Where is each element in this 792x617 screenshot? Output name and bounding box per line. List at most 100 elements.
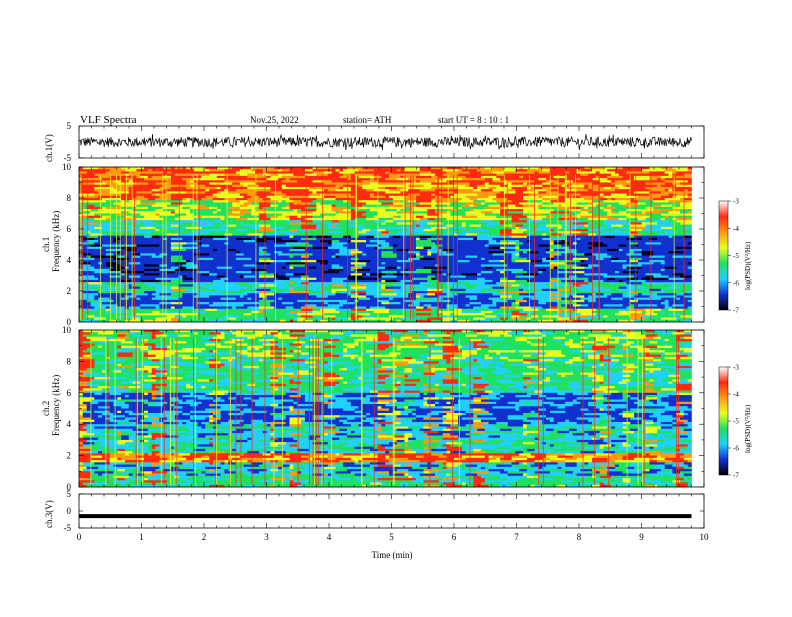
ch1-spectrogram-cell — [370, 249, 378, 252]
ch1-spectrogram-cell — [420, 180, 436, 183]
ch1-spectrogram-cell — [362, 304, 366, 307]
ch1-spectrogram-cell — [282, 271, 298, 274]
ch1-spectrogram-cell — [416, 225, 420, 228]
ch1-spectrogram-cell — [186, 315, 198, 318]
ch1-spectrogram-cell — [515, 191, 523, 194]
ch1-spectrogram-cell — [577, 242, 589, 245]
ch1-spectrogram-cell — [688, 240, 692, 243]
ch1-spectrogram-cell — [439, 304, 447, 307]
ch1-spectrogram-cell — [665, 218, 673, 221]
ch1-spectrogram-cell — [577, 214, 593, 217]
ch1-spectrogram-cell — [175, 174, 183, 177]
ch1-spectrogram-cell — [190, 287, 206, 290]
ch1-spectrogram-cell — [466, 289, 474, 292]
ch1-spectrogram-cell — [485, 180, 493, 183]
ch1-spectrogram-cell — [427, 191, 431, 194]
ch1-spectrogram-cell — [688, 280, 692, 283]
ch1-spectrogram-cell — [102, 245, 114, 248]
station-label: station= ATH — [343, 115, 392, 125]
ch1-spectrogram-cell — [469, 231, 485, 234]
ch1-spectrogram-cell — [424, 185, 440, 188]
ch1-spectrogram-cell — [416, 271, 432, 274]
ch1-spectrogram-cell — [646, 187, 658, 190]
ch1-spectrogram-cell — [102, 180, 114, 183]
ch1-spectrogram-cell — [324, 251, 340, 254]
ch1-spectrogram-cell — [473, 271, 481, 274]
ch1-spectrogram-cell — [519, 295, 527, 298]
ch1-spectrogram-cell — [194, 295, 206, 298]
ch1-spectrogram-cell — [619, 211, 627, 214]
ch1-spectrogram-cell — [669, 233, 685, 236]
ch1-spectrogram-cell — [87, 222, 99, 225]
ch1-spectrogram-cell — [136, 218, 152, 221]
ch1-spectrogram-cell — [94, 238, 98, 241]
ch1-spectrogram-cell — [450, 251, 466, 254]
ch1-spectrogram-cell — [366, 295, 374, 298]
ch1-spectrogram-cell — [584, 300, 588, 303]
ch1-spectrogram-cell — [152, 267, 164, 270]
ch2-spectrogram-cell — [255, 332, 267, 335]
ch1-spectrogram-cell — [129, 258, 145, 261]
ch1-spectrogram-cell — [251, 304, 259, 307]
ch1-spectrogram-cell — [508, 218, 512, 221]
ch1-spectrogram-cell — [362, 300, 374, 303]
ch1-spectrogram-cell — [328, 229, 340, 232]
ch1-spectrogram-cell — [550, 251, 562, 254]
ch1-spectrogram-cell — [619, 300, 631, 303]
ch1-spectrogram-cell — [205, 291, 221, 294]
ch1-spectrogram-cell — [615, 236, 631, 239]
ch1-spectrogram-cell — [427, 251, 431, 254]
ch1-spectrogram-cell — [309, 194, 321, 197]
ch1-spectrogram-cell — [209, 302, 213, 305]
ch1-spectrogram-cell — [98, 171, 106, 174]
ch2-spectrogram-cell — [313, 332, 329, 335]
ch1-spectrogram-cell — [580, 311, 592, 314]
ch1-spectrogram-cell — [232, 171, 236, 174]
ch1-spectrogram-cell — [397, 280, 401, 283]
ch1-spectrogram-cell — [156, 222, 164, 225]
ch1-spectrogram-cell — [125, 307, 129, 310]
ch1-spectrogram-cell — [389, 311, 405, 314]
ch1-spectrogram-cell — [94, 298, 98, 301]
ch1-spectrogram-cell — [297, 211, 313, 214]
ch1-spectrogram-cell — [638, 278, 642, 281]
ch2-spectrogram-cell — [401, 332, 413, 335]
ch1-spectrogram-cell — [286, 185, 302, 188]
ch1-spectrogram-cell — [270, 262, 286, 265]
ch1-spectrogram-cell — [278, 287, 294, 290]
ch1-spectrogram-cell — [140, 287, 152, 290]
ch1-spectrogram-cell — [163, 267, 171, 270]
ch1-spectrogram-cell — [680, 225, 692, 228]
ch1-spectrogram-cell — [209, 231, 225, 234]
ch1-spectrogram-cell — [611, 187, 619, 190]
ch1-spectrogram-cell — [588, 304, 604, 307]
ch1-spectrogram-cell — [79, 282, 87, 285]
ch1-spectrogram-cell — [167, 171, 171, 174]
ch1-spectrogram-cell — [205, 191, 217, 194]
ch1-spectrogram-cell — [603, 289, 611, 292]
ch1-spectrogram-cell — [366, 227, 378, 230]
ch1-spectrogram-cell — [324, 176, 340, 179]
ch1-spectrogram-cell — [332, 236, 344, 239]
ch1-spectrogram-cell — [370, 311, 374, 314]
ch1-spectrogram-cell — [661, 289, 665, 292]
ch1-spectrogram-cell — [466, 214, 470, 217]
ch1-spectrogram-cell — [584, 247, 588, 250]
ch1-spectrogram-cell — [458, 207, 462, 210]
ch1-spectrogram-cell — [156, 238, 164, 241]
ch1-spectrogram-cell — [416, 245, 428, 248]
ch1-spectrogram-cell — [389, 278, 397, 281]
ch1-spectrogram-cell — [496, 174, 504, 177]
ch1-spectrogram-cell — [546, 249, 550, 252]
ch1-spectrogram-cell — [416, 196, 428, 199]
ch1-spectrogram-cell — [580, 171, 596, 174]
ch1-spectrogram-cell — [385, 220, 393, 223]
ch1-spectrogram-cell — [412, 207, 424, 210]
ch1-spectrogram-cell — [653, 240, 657, 243]
ch1-spectrogram-cell — [167, 313, 183, 316]
ch1-spectrogram-cell — [607, 202, 619, 205]
ch1-spectrogram-cell — [619, 187, 631, 190]
ch1-spectrogram-cell — [577, 220, 581, 223]
ch1-spectrogram-cell — [615, 211, 619, 214]
